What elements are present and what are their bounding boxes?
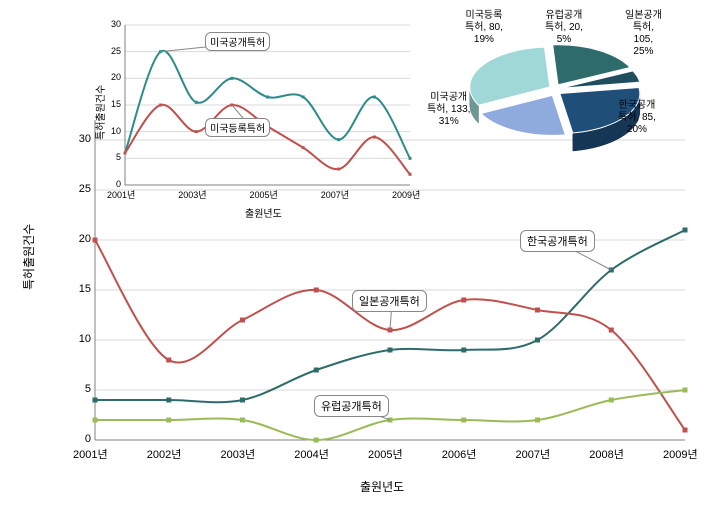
main-ytick: 25 <box>67 183 91 195</box>
inset-ytick: 15 <box>103 99 121 109</box>
main-xtick: 2005년 <box>368 446 403 462</box>
inset-x-label: 출원년도 <box>245 205 282 220</box>
pie-label-kr-pub: 한국공개 특허, 85, 20% <box>618 100 656 136</box>
main-xtick: 2002년 <box>147 446 182 462</box>
main-xtick: 2001년 <box>73 446 108 462</box>
callout-europe: 유럽공개특허 <box>314 395 389 417</box>
pie-label-jp-pub: 일본공개 특허, 105, 25% <box>625 10 662 58</box>
pie-label-us-pub: 미국공개 특허, 133, 31% <box>427 92 470 128</box>
callout-us-pub: 미국공개특허 <box>205 32 270 51</box>
pie-label-eu-pub: 유럽공개 특허, 20, 5% <box>545 10 583 46</box>
main-xtick: 2003년 <box>221 446 256 462</box>
inset-ytick: 25 <box>103 46 121 56</box>
inset-ytick: 30 <box>103 19 121 29</box>
main-ytick: 0 <box>67 433 91 445</box>
main-ytick: 10 <box>67 333 91 345</box>
main-xtick: 2004년 <box>294 446 329 462</box>
inset-xtick: 2007년 <box>321 188 349 201</box>
inset-xtick: 2003년 <box>178 188 206 201</box>
inset-ytick: 10 <box>103 126 121 136</box>
main-ytick: 30 <box>67 133 91 145</box>
inset-xtick: 2001년 <box>107 188 135 201</box>
main-ytick: 20 <box>67 233 91 245</box>
main-xtick: 2009년 <box>663 446 698 462</box>
pie-label-us-reg: 미국등록 특허, 80, 19% <box>465 10 503 46</box>
inset-ytick: 20 <box>103 72 121 82</box>
main-x-label: 출원년도 <box>360 478 404 495</box>
callout-us-reg: 미국등록특허 <box>205 118 270 137</box>
inset-xtick: 2009년 <box>392 188 420 201</box>
main-y-label: 특허출원건수 <box>20 224 37 290</box>
callout-korea: 한국공개특허 <box>520 230 595 252</box>
main-ytick: 15 <box>67 283 91 295</box>
callout-japan: 일본공개특허 <box>352 290 427 312</box>
main-xtick: 2008년 <box>589 446 624 462</box>
main-ytick: 5 <box>67 383 91 395</box>
main-xtick: 2006년 <box>442 446 477 462</box>
inset-xtick: 2005년 <box>250 188 278 201</box>
chart-container: 특허출원건수 출원년도 특허출원건수 출원년도 일본공개특허 유럽공개특허 한국… <box>0 0 705 507</box>
inset-ytick: 5 <box>103 152 121 162</box>
main-xtick: 2007년 <box>516 446 551 462</box>
